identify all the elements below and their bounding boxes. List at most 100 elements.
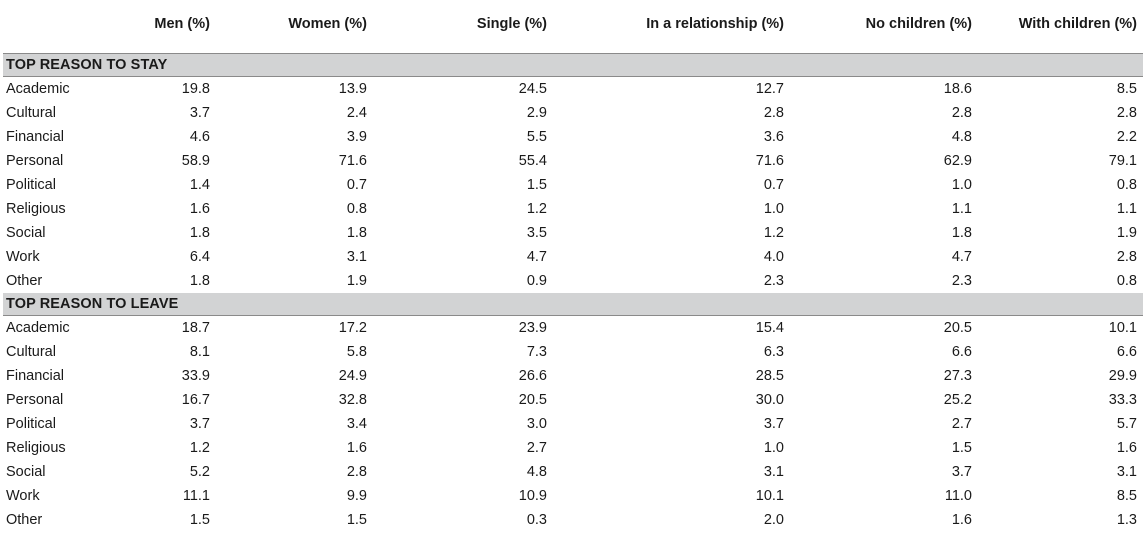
table-cell: 4.8 xyxy=(526,464,547,480)
row-label: Political xyxy=(6,416,56,432)
table-row: Cultural 8.1 5.8 7.3 6.3 6.6 6.6 xyxy=(3,340,1143,364)
table-cell: 28.5 xyxy=(755,368,784,384)
table-cell: 3.1 xyxy=(1116,464,1137,480)
table-row: Religious 1.6 0.8 1.2 1.0 1.1 1.1 xyxy=(3,197,1143,221)
row-label: Social xyxy=(6,464,46,480)
reasons-table: Men (%) Women (%) Single (%) In a relations… xyxy=(3,0,1143,532)
table-cell: 3.7 xyxy=(951,464,972,480)
table-cell: 1.2 xyxy=(189,440,210,456)
table-cell: 1.6 xyxy=(951,512,972,528)
table-cell: 58.9 xyxy=(181,153,210,169)
table-cell: 20.5 xyxy=(518,392,547,408)
table-cell: 1.0 xyxy=(763,201,784,217)
table-row: Social 5.2 2.8 4.8 3.1 3.7 3.1 xyxy=(3,460,1143,484)
table-cell: 71.6 xyxy=(755,153,784,169)
table-cell: 17.2 xyxy=(338,320,367,336)
header-row: Men (%) Women (%) Single (%) In a relations… xyxy=(3,0,1143,54)
row-label: Work xyxy=(6,249,40,265)
table-cell: 0.8 xyxy=(1116,273,1137,289)
table-cell: 24.9 xyxy=(338,368,367,384)
section-header-row: TOP REASON TO STAY xyxy=(3,53,1143,77)
table-row: Religious 1.2 1.6 2.7 1.0 1.5 1.6 xyxy=(3,436,1143,460)
table-cell: 1.8 xyxy=(346,225,367,241)
table-cell: 11.1 xyxy=(182,488,210,504)
table-cell: 2.4 xyxy=(346,105,367,121)
table-cell: 2.9 xyxy=(526,105,547,121)
table-cell: 0.7 xyxy=(346,177,367,193)
section-header-row: TOP REASON TO LEAVE xyxy=(3,293,1143,316)
table-cell: 4.6 xyxy=(189,129,210,145)
column-header: Single (%) xyxy=(373,0,553,54)
table-row: Political 1.4 0.7 1.5 0.7 1.0 0.8 xyxy=(3,173,1143,197)
row-label-header xyxy=(3,0,101,54)
row-label: Cultural xyxy=(6,105,56,121)
table-cell: 4.7 xyxy=(526,249,547,265)
table-cell: 0.8 xyxy=(1116,177,1137,193)
table-body: TOP REASON TO STAY Academic 19.8 13.9 24.5 12… xyxy=(3,53,1143,533)
table-row: Academic 18.7 17.2 23.9 15.4 20.5 10.1 xyxy=(3,316,1143,341)
table-cell: 6.6 xyxy=(951,344,972,360)
row-label: Other xyxy=(6,273,43,289)
table-cell: 24.5 xyxy=(518,81,547,97)
table-cell: 1.6 xyxy=(346,440,367,456)
table-cell: 27.3 xyxy=(943,368,972,384)
table-cell: 1.8 xyxy=(189,273,210,289)
table-cell: 29.9 xyxy=(1108,368,1137,384)
table-cell: 2.0 xyxy=(763,512,784,528)
table-cell: 10.1 xyxy=(1108,320,1137,336)
table-row: Financial 4.6 3.9 5.5 3.6 4.8 2.2 xyxy=(3,125,1143,149)
table-cell: 55.4 xyxy=(518,153,547,169)
row-label: Financial xyxy=(6,368,65,384)
table-cell: 9.9 xyxy=(346,488,367,504)
table-row: Personal 16.7 32.8 20.5 30.0 25.2 33.3 xyxy=(3,388,1143,412)
table-cell: 71.6 xyxy=(338,153,367,169)
table-cell: 1.1 xyxy=(951,201,972,217)
table-cell: 3.7 xyxy=(189,105,210,121)
table-cell: 4.0 xyxy=(763,249,784,265)
table-cell: 1.5 xyxy=(189,512,210,528)
row-label: Financial xyxy=(6,129,65,145)
table-cell: 0.3 xyxy=(526,512,547,528)
table-cell: 12.7 xyxy=(755,81,784,97)
table-cell: 3.1 xyxy=(763,464,784,480)
table-cell: 25.2 xyxy=(943,392,972,408)
row-label: Academic xyxy=(6,320,70,336)
table-cell: 1.5 xyxy=(526,177,547,193)
table-cell: 10.1 xyxy=(755,488,784,504)
table-cell: 1.6 xyxy=(1116,440,1137,456)
table-cell: 3.4 xyxy=(346,416,367,432)
table-cell: 1.2 xyxy=(763,225,784,241)
table-cell: 19.8 xyxy=(181,81,210,97)
table-cell: 5.8 xyxy=(346,344,367,360)
table-cell: 1.2 xyxy=(526,201,547,217)
table-cell: 2.3 xyxy=(763,273,784,289)
table-cell: 1.9 xyxy=(346,273,367,289)
section-title: TOP REASON TO STAY xyxy=(3,53,1143,77)
table-cell: 6.3 xyxy=(763,344,784,360)
row-label: Work xyxy=(6,488,40,504)
table-cell: 1.8 xyxy=(189,225,210,241)
table-cell: 3.7 xyxy=(763,416,784,432)
column-header: No children (%) xyxy=(790,0,978,54)
table-cell: 16.7 xyxy=(181,392,210,408)
column-header: Women (%) xyxy=(216,0,373,54)
table-cell: 2.8 xyxy=(1116,249,1137,265)
table-cell: 2.8 xyxy=(951,105,972,121)
row-label: Personal xyxy=(6,153,64,169)
table-row: Other 1.5 1.5 0.3 2.0 1.6 1.3 xyxy=(3,508,1143,532)
table-cell: 3.7 xyxy=(189,416,210,432)
column-header: In a relationship (%) xyxy=(553,0,790,54)
row-label: Personal xyxy=(6,392,64,408)
table-cell: 30.0 xyxy=(755,392,784,408)
row-label: Religious xyxy=(6,440,66,456)
column-header: Men (%) xyxy=(101,0,216,54)
table-row: Personal 58.9 71.6 55.4 71.6 62.9 79.1 xyxy=(3,149,1143,173)
table-cell: 1.3 xyxy=(1116,512,1137,528)
table-cell: 1.9 xyxy=(1116,225,1137,241)
table-cell: 20.5 xyxy=(943,320,972,336)
table-cell: 1.1 xyxy=(1116,201,1137,217)
table-cell: 33.3 xyxy=(1108,392,1137,408)
table-cell: 1.0 xyxy=(763,440,784,456)
table-row: Work 11.1 9.9 10.9 10.1 11.0 8.5 xyxy=(3,484,1143,508)
table-cell: 23.9 xyxy=(518,320,547,336)
